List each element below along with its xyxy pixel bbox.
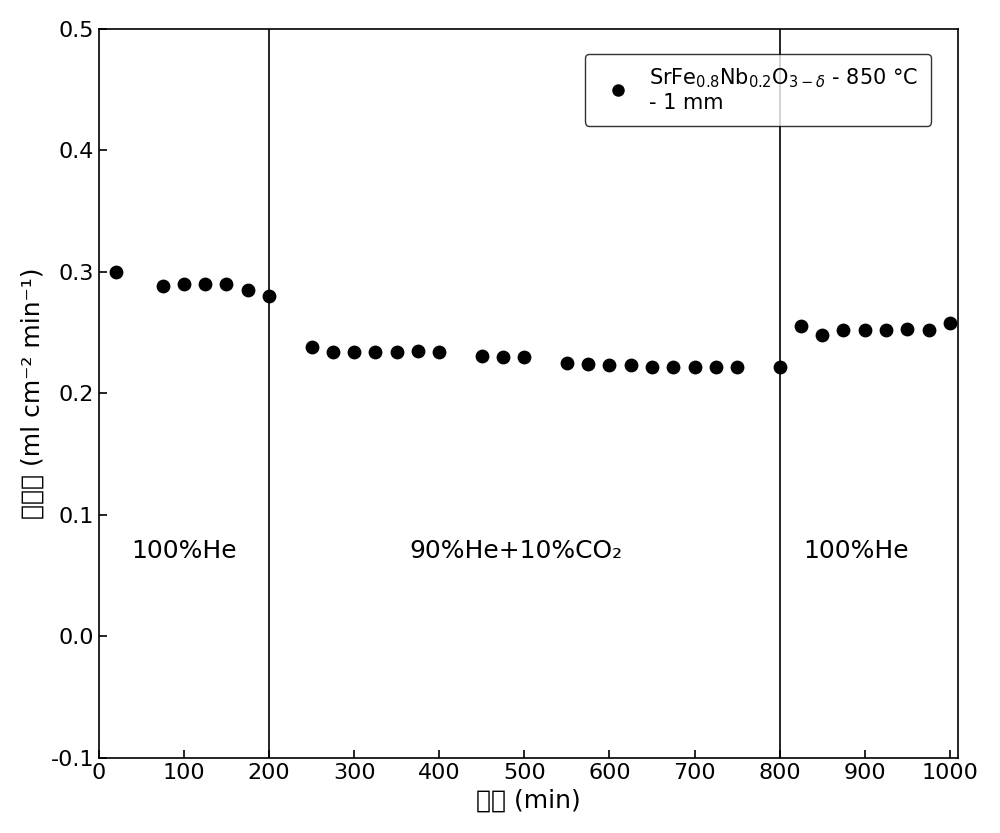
Point	[942, 317, 958, 330]
Point	[644, 360, 660, 373]
Point	[921, 323, 937, 337]
Point	[793, 320, 809, 333]
Point	[389, 346, 405, 359]
Text: 90%He+10%CO₂: 90%He+10%CO₂	[409, 539, 622, 563]
Point	[814, 328, 830, 342]
Point	[240, 283, 256, 297]
Text: 100%He: 100%He	[131, 539, 237, 563]
Point	[857, 323, 873, 337]
Legend: SrFe$_{0.8}$Nb$_{0.2}$O$_{3-\delta}$ - 850 °C
- 1 mm: SrFe$_{0.8}$Nb$_{0.2}$O$_{3-\delta}$ - 8…	[585, 54, 931, 126]
Point	[623, 359, 639, 372]
Point	[218, 277, 234, 291]
Point	[197, 277, 213, 291]
Point	[878, 323, 894, 337]
Point	[559, 357, 575, 370]
Point	[601, 359, 617, 372]
Point	[835, 323, 851, 337]
Point	[495, 350, 511, 363]
Point	[325, 346, 341, 359]
Point	[772, 360, 788, 373]
Y-axis label: 氧通量 (ml cm⁻² min⁻¹): 氧通量 (ml cm⁻² min⁻¹)	[21, 267, 45, 519]
Point	[261, 289, 277, 302]
Point	[367, 346, 383, 359]
Point	[729, 360, 745, 373]
Point	[176, 277, 192, 291]
Point	[580, 357, 596, 371]
Point	[346, 346, 362, 359]
Point	[431, 346, 447, 359]
Point	[304, 341, 320, 354]
X-axis label: 时间 (min): 时间 (min)	[476, 788, 581, 812]
Point	[474, 349, 490, 362]
Text: 100%He: 100%He	[803, 539, 909, 563]
Point	[899, 322, 915, 336]
Point	[410, 344, 426, 357]
Point	[687, 360, 703, 373]
Point	[708, 360, 724, 373]
Point	[665, 360, 681, 373]
Point	[155, 280, 171, 293]
Point	[108, 265, 124, 278]
Point	[516, 350, 532, 363]
